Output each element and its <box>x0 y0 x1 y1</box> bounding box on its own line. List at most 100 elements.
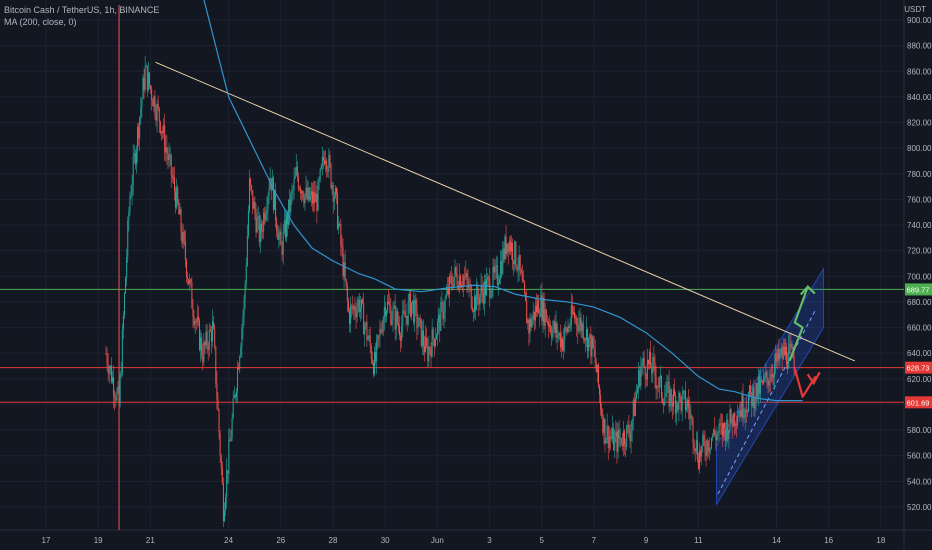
x-tick-label: 18 <box>876 536 885 545</box>
candle-body <box>508 241 510 252</box>
candle-body <box>774 363 776 378</box>
candle-body <box>424 346 426 353</box>
candle-body <box>661 376 663 398</box>
candle-body <box>143 77 145 90</box>
candle-body <box>502 248 504 274</box>
candle-body <box>175 191 177 208</box>
candle-body <box>438 314 440 322</box>
candle-body <box>119 375 121 404</box>
candle-body <box>403 310 405 312</box>
candle-body <box>535 305 537 313</box>
candle-body <box>108 368 110 374</box>
candle-body <box>123 293 125 317</box>
candle-body <box>700 450 702 457</box>
candle-body <box>787 364 789 369</box>
candle-body <box>107 364 109 374</box>
candle-body <box>659 376 661 378</box>
candle-body <box>244 283 246 300</box>
candle-body <box>732 413 734 427</box>
candle-body <box>221 467 223 484</box>
candle-body <box>471 307 473 311</box>
candle-body <box>615 431 617 438</box>
candle-body <box>780 347 782 354</box>
candle-body <box>655 376 657 389</box>
candle-body <box>167 153 169 161</box>
candle-body <box>775 353 777 364</box>
candle-body <box>141 98 143 109</box>
candle-body <box>618 429 620 439</box>
candle-body <box>630 430 632 442</box>
candle-body <box>321 156 323 166</box>
candle-body <box>354 306 356 313</box>
candle-body <box>231 417 233 438</box>
candle-body <box>215 346 217 384</box>
x-tick-label: 21 <box>146 536 155 545</box>
candle-body <box>114 395 116 399</box>
trendline[interactable] <box>155 61 855 362</box>
candle-body <box>405 315 407 318</box>
candle-body <box>246 235 248 266</box>
candle-body <box>281 244 283 255</box>
candle-body <box>538 300 540 314</box>
candle-body <box>212 321 214 342</box>
candle-body <box>638 370 640 388</box>
candle-body <box>619 437 621 439</box>
candle-body <box>162 131 164 133</box>
candle-body <box>137 126 139 151</box>
candle-body <box>117 386 119 392</box>
candle-body <box>464 276 466 278</box>
candle-body <box>506 243 508 255</box>
candle-body <box>786 346 788 365</box>
candle-body <box>745 409 747 412</box>
candle-body <box>759 379 761 394</box>
candle-body <box>765 371 767 377</box>
candle-body <box>766 371 768 379</box>
candle-body <box>767 378 769 386</box>
x-tick-label: 14 <box>772 536 781 545</box>
candle-body <box>456 273 458 286</box>
candle-body <box>629 434 631 442</box>
candle-body <box>267 195 269 210</box>
candle-body <box>307 187 309 200</box>
candle-body <box>559 333 561 348</box>
candle-body <box>580 317 582 332</box>
candle-body <box>492 266 494 290</box>
candle-body <box>418 317 420 327</box>
candle-body <box>505 236 507 255</box>
candle-body <box>556 323 558 338</box>
candle-body <box>158 107 160 122</box>
candle-body <box>625 444 627 447</box>
candle-body <box>395 310 397 330</box>
candle-body <box>519 255 521 271</box>
candle-body <box>706 440 708 456</box>
candle-body <box>179 209 181 215</box>
candle-body <box>678 392 680 410</box>
candle-body <box>686 407 688 410</box>
projection-arrow-up[interactable] <box>788 286 809 362</box>
currency-label: USDT <box>904 5 926 14</box>
candle-body <box>207 346 209 350</box>
candle-body <box>185 260 187 277</box>
candle-body <box>216 383 218 400</box>
candle-body <box>533 311 535 321</box>
candle-body <box>306 187 308 200</box>
candle-body <box>401 326 403 341</box>
candle-body <box>387 301 389 312</box>
candle-body <box>433 338 435 347</box>
candle-body <box>758 376 760 394</box>
candle-body <box>736 424 738 426</box>
candle-body <box>318 179 320 182</box>
candle-body <box>741 394 743 417</box>
candle-body <box>227 470 229 474</box>
x-tick-label: 24 <box>224 536 233 545</box>
candle-body <box>223 510 225 522</box>
projection-arrow-down[interactable] <box>793 368 817 398</box>
candle-body <box>409 293 411 317</box>
candle-body <box>232 398 234 418</box>
candle-body <box>222 483 224 522</box>
candle-body <box>404 311 406 318</box>
candle-body <box>484 280 486 296</box>
candle-body <box>113 377 115 396</box>
